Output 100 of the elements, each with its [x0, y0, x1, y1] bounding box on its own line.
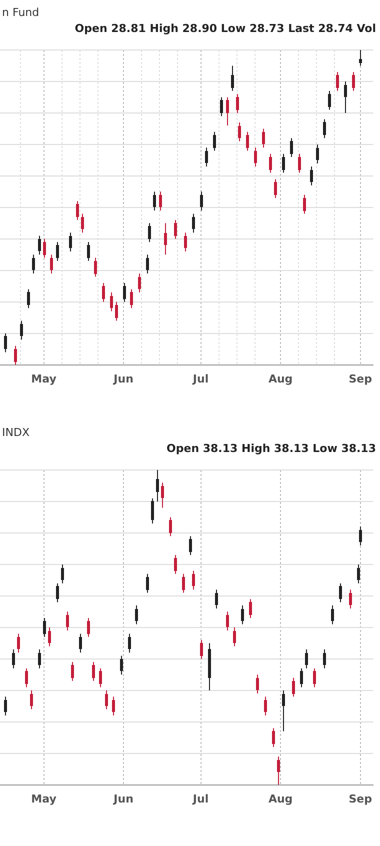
candlestick: [48, 626, 51, 647]
candlestick: [331, 604, 334, 625]
candlestick: [292, 677, 295, 698]
candlestick: [164, 222, 167, 256]
candlestick: [256, 674, 259, 694]
x-tick-label: Jun: [112, 372, 134, 386]
candlestick: [282, 690, 285, 732]
candlestick: [71, 662, 74, 682]
candlestick: [238, 122, 241, 142]
candlestick: [220, 96, 223, 117]
candlestick: [14, 345, 17, 366]
candlestick: [336, 72, 339, 92]
candlestick: [66, 611, 69, 632]
candlestick: [200, 639, 203, 660]
x-tick-label: Jul: [192, 792, 209, 806]
x-tick-label: Jun: [112, 792, 134, 806]
x-tick-label: Jul: [192, 372, 209, 386]
candlestick: [213, 131, 216, 152]
candlestick: [156, 470, 159, 502]
candlestick: [135, 604, 138, 625]
candlestick: [246, 131, 249, 152]
candlestick: [99, 668, 102, 688]
candlestick: [43, 238, 46, 258]
candlestick: [4, 332, 7, 353]
candlestick: [81, 213, 84, 234]
candlestick: [200, 191, 203, 212]
candlestick: [305, 648, 308, 669]
candlestick: [25, 668, 28, 688]
candlestick: [174, 554, 177, 574]
candlestick: [138, 273, 141, 293]
candlestick: [298, 153, 301, 174]
candlestick: [323, 118, 326, 139]
candlestick: [146, 254, 149, 274]
candlestick: [357, 564, 360, 584]
candlestick: [56, 242, 59, 262]
candlestick: [269, 153, 272, 174]
candlestick: [233, 626, 236, 647]
candlestick: [352, 72, 355, 92]
candlestick: [254, 147, 257, 167]
candlestick: [146, 573, 149, 594]
candlestick: [87, 617, 90, 638]
candlestick: [92, 662, 95, 682]
candlestick: [339, 582, 342, 603]
candlestick: [328, 90, 331, 110]
x-tick-label: May: [31, 792, 56, 806]
candlestick: [169, 516, 172, 537]
candlestick: [184, 232, 187, 252]
x-tick-label: Aug: [268, 792, 293, 806]
candlestick: [79, 633, 82, 654]
text: Open 28.81 High 28.90 Low 28.73 Last 28.74 Vol: [74, 22, 377, 37]
candlestick: [115, 301, 118, 322]
candlestick: [359, 50, 362, 66]
candlestick: [310, 166, 313, 186]
candlestick: [192, 213, 195, 234]
x-tick-label: Sep: [348, 372, 372, 386]
candlestick: [241, 604, 244, 625]
candlestick: [105, 690, 108, 710]
candlestick: [272, 728, 275, 748]
candlestick: [303, 194, 306, 214]
candlestick: [313, 668, 316, 688]
candlestick: [120, 655, 123, 676]
candlestick: [112, 696, 115, 716]
candlestick: [30, 690, 33, 710]
candlestick: [300, 668, 303, 688]
candlestick: [61, 564, 64, 584]
chart-title: INDX: [1, 425, 30, 441]
chart-title: n Fund: [1, 5, 40, 21]
candlestick: [56, 582, 59, 603]
candlestick: [27, 288, 30, 309]
candlestick: [12, 648, 15, 669]
candlestick: [153, 191, 156, 212]
candlestick: [249, 598, 252, 618]
candlestick: [264, 696, 267, 716]
candlestick: [316, 144, 319, 164]
candlestick: [102, 282, 105, 302]
candlestick: [215, 589, 218, 610]
candlestick: [128, 633, 131, 654]
candlestick: [148, 222, 151, 243]
candlestick: [182, 573, 185, 594]
candlestick: [236, 94, 239, 114]
candlestick: [205, 147, 208, 167]
candlestick: [151, 498, 154, 524]
candlestick: [189, 536, 192, 556]
candlestick: [130, 288, 133, 309]
candlestick: [38, 648, 41, 669]
text: Open 38.13 High 38.13 Low 38.13: [166, 442, 377, 457]
candlestick: [159, 191, 162, 212]
candlestick: [290, 138, 293, 158]
candlestick: [226, 96, 229, 126]
candlestick: [17, 633, 20, 654]
candlestick: [359, 526, 362, 546]
candlestick: [123, 282, 126, 302]
x-tick-label: Aug: [268, 372, 293, 386]
candlestick: [274, 178, 277, 198]
candlestick: [231, 65, 234, 92]
candlestick: [50, 254, 53, 274]
candlestick: [277, 756, 280, 786]
candlestick: [344, 80, 347, 114]
candlestick: [282, 153, 285, 174]
candlestick: [349, 589, 352, 610]
